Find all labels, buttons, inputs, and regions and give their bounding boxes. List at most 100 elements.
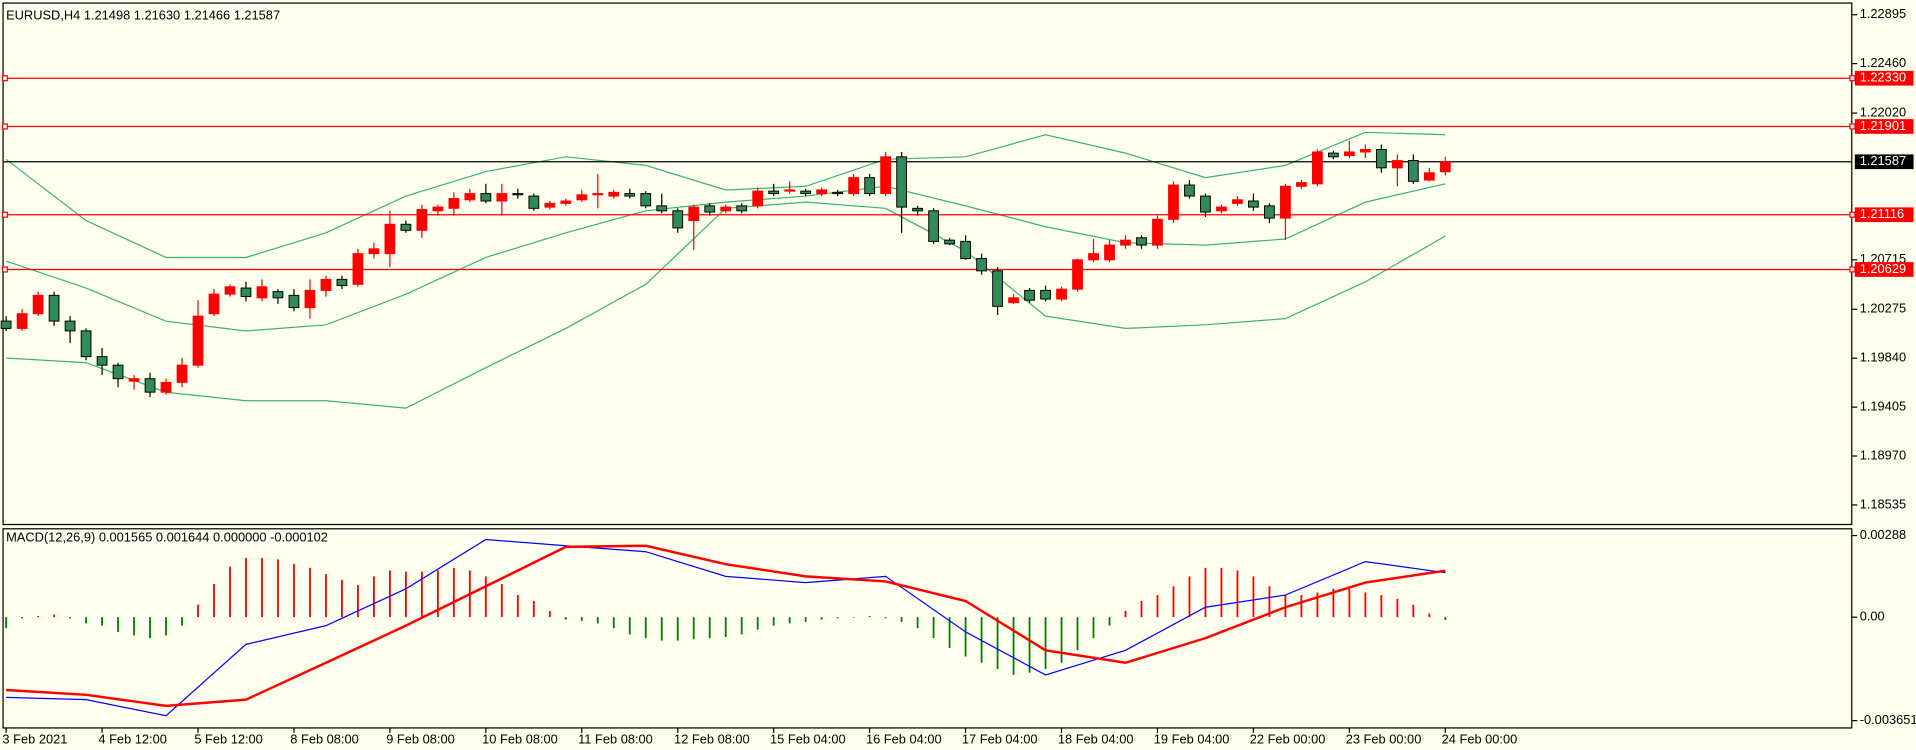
- x-tick-label: 9 Feb 08:00: [386, 732, 455, 747]
- x-tick-label: 24 Feb 00:00: [1442, 732, 1518, 747]
- candle-body: [752, 190, 764, 207]
- candle-body: [1200, 195, 1211, 213]
- candle-body: [1327, 152, 1339, 158]
- x-tick-label: 22 Feb 00:00: [1250, 732, 1326, 747]
- candle-body: [704, 205, 716, 213]
- candle-body: [224, 286, 236, 295]
- candle-body: [1072, 259, 1083, 290]
- candle-body: [816, 189, 828, 195]
- candle-body: [992, 270, 1003, 307]
- candle-body: [464, 193, 476, 201]
- level-tag: [1854, 70, 1914, 86]
- candle-body: [656, 205, 668, 212]
- candle-body: [912, 207, 923, 212]
- candle-body: [1056, 288, 1067, 300]
- candle-body: [512, 193, 524, 196]
- last-price-label: 1.21587: [1860, 153, 1906, 168]
- candle-body: [192, 315, 204, 366]
- candle-body: [1439, 161, 1451, 173]
- candle-body: [288, 294, 300, 309]
- candle-body: [448, 198, 460, 209]
- candle-body: [576, 194, 588, 201]
- x-tick-label: 3 Feb 2021: [2, 732, 67, 747]
- price-panel: [2, 2, 1853, 526]
- level-handle: [1, 75, 8, 82]
- candle-body: [176, 364, 188, 383]
- level-label: 1.22330: [1860, 70, 1906, 85]
- x-tick-label: 8 Feb 08:00: [290, 732, 359, 747]
- level-label: 1.20629: [1860, 261, 1906, 276]
- candle-body: [16, 313, 28, 329]
- candle-body: [720, 206, 732, 212]
- x-tick-label: 12 Feb 08:00: [674, 732, 750, 747]
- candle-body: [1088, 253, 1099, 261]
- candle-body: [624, 193, 636, 197]
- candle-body: [1391, 160, 1403, 169]
- y-tick-label: 1.19840: [1860, 350, 1906, 365]
- indicator-title: MACD(12,26,9) 0.001565 0.001644 0.000000…: [6, 529, 328, 544]
- x-tick-label: 18 Feb 04:00: [1058, 732, 1134, 747]
- x-tick-label: 4 Feb 12:00: [98, 732, 167, 747]
- x-tick-label: 17 Feb 04:00: [962, 732, 1038, 747]
- candle-body: [384, 223, 396, 255]
- candle-body: [592, 193, 604, 196]
- candle-body: [96, 356, 108, 366]
- candle-body: [528, 195, 540, 209]
- bollinger-band: [5, 183, 1446, 332]
- candle-body: [160, 381, 172, 393]
- candle-body: [32, 294, 44, 315]
- candle-body: [1280, 185, 1291, 219]
- candle-body: [112, 364, 124, 380]
- macd-panel: [2, 528, 1853, 729]
- candle-body: [832, 191, 844, 195]
- y-tick-label: 1.20275: [1860, 301, 1906, 316]
- y-tick-label: 1.18970: [1860, 447, 1906, 462]
- candle-body: [944, 239, 955, 245]
- level-handle: [1, 211, 8, 218]
- candle-body: [64, 320, 76, 332]
- y-tick-label: 0.00: [1860, 609, 1885, 624]
- candle-body: [1343, 151, 1355, 157]
- level-handle: [1, 123, 8, 130]
- candle-body: [768, 190, 780, 195]
- candle-body: [1359, 149, 1371, 153]
- level-label: 1.21116: [1860, 206, 1904, 221]
- candle-body: [1375, 149, 1387, 169]
- candle-body: [688, 206, 700, 222]
- x-tick-label: 11 Feb 08:00: [578, 732, 653, 747]
- candle-body: [1024, 289, 1035, 301]
- x-tick-label: 19 Feb 04:00: [1154, 732, 1230, 747]
- candle-body: [928, 210, 939, 242]
- candle-body: [432, 206, 444, 212]
- candle-body: [976, 258, 987, 272]
- candle-body: [336, 278, 348, 287]
- candle-body: [1296, 182, 1307, 187]
- candle-body: [864, 177, 876, 195]
- level-handle: [1849, 211, 1856, 218]
- candle-body: [1136, 237, 1147, 246]
- candle-body: [880, 156, 892, 195]
- candle-body: [496, 193, 508, 202]
- macd-line: [6, 538, 1446, 717]
- candle-body: [1264, 205, 1275, 219]
- x-tick-label: 10 Feb 08:00: [482, 732, 558, 747]
- candle-body: [1040, 289, 1051, 300]
- candle-body: [672, 210, 684, 229]
- candle-body: [1407, 160, 1419, 182]
- candle-body: [544, 202, 556, 208]
- candle-body: [1248, 200, 1259, 208]
- candle-body: [1104, 244, 1115, 261]
- candle-body: [1120, 239, 1131, 246]
- bollinger-band: [5, 131, 1446, 259]
- y-tick-label: -0.003651: [1860, 712, 1916, 727]
- level-handle: [1849, 123, 1856, 130]
- level-handle: [1849, 266, 1856, 273]
- candle-body: [784, 189, 796, 192]
- candle-body: [416, 209, 428, 231]
- candle-body: [272, 291, 284, 299]
- candle-body: [48, 294, 60, 322]
- candle-body: [80, 330, 92, 358]
- candle-body: [960, 240, 971, 260]
